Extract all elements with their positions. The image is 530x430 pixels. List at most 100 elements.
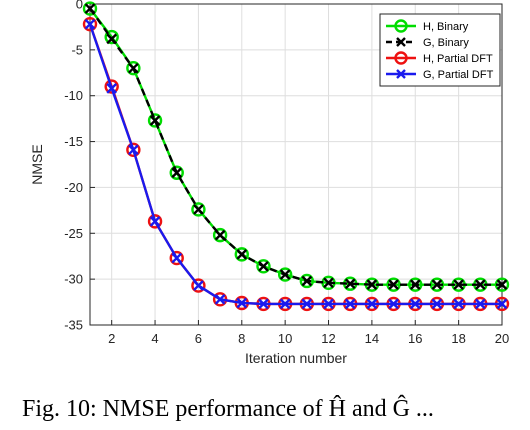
data-point [236,297,248,309]
series-line [88,23,502,306]
data-point [388,298,399,310]
data-point [126,60,141,76]
y-tick-label: 0 [76,0,83,12]
data-point [299,273,315,289]
legend: H, Binary G, Binary H, Partial DFT G, Parti… [379,13,501,87]
legend-item: H, Partial DFT [386,51,493,65]
y-tick-label: -10 [64,88,83,103]
figure-caption: Fig. 10: NMSE performance of Ĥ and Ĝ ... [22,396,434,422]
y-axis: 0 -5 -10 -15 -20 -25 -30 -35 [64,0,95,333]
x-tick-label: 20 [495,331,509,346]
data-point [147,113,163,128]
data-point [84,3,96,14]
data-point [82,1,98,16]
data-point [236,249,248,260]
data-point [149,216,161,227]
data-point [258,298,269,310]
legend-label: G, Partial DFT [423,69,494,81]
data-point [191,278,206,293]
data-point [82,16,98,32]
data-point [496,279,508,290]
data-point [494,277,510,292]
legend-label: H, Binary [423,21,469,33]
x-tick-label: 4 [151,331,158,346]
y-tick-label: -35 [64,318,83,333]
data-point [214,229,226,241]
series-layer [82,1,510,312]
x-tick-label: 16 [408,331,422,346]
y-tick-label: -20 [64,180,83,195]
y-tick-label: -15 [64,134,83,149]
data-point [277,267,293,282]
data-point [366,298,378,310]
data-point [388,279,399,290]
data-point [234,247,249,262]
data-point [128,62,139,74]
data-point [126,142,141,158]
x-tick-label: 18 [451,331,465,346]
x-tick-label: 14 [365,331,379,346]
data-point [169,165,184,180]
data-point [409,298,421,310]
data-point [301,275,313,287]
data-point [453,298,464,310]
x-tick-label: 6 [195,331,202,346]
y-tick-label: -25 [64,226,83,241]
plot-frame [89,3,503,326]
x-tick-label: 8 [238,331,245,346]
data-point [453,279,464,290]
data-point [394,19,408,33]
data-point [171,252,183,264]
x-axis: 2 4 6 8 10 12 14 16 18 20 [108,320,509,346]
data-point [169,250,184,266]
y-axis-label: NMSE [29,144,45,184]
data-point [147,214,163,229]
data-point [344,298,356,310]
data-point [409,279,421,290]
data-point [212,227,228,243]
data-point [474,298,486,310]
legend-item: G, Partial DFT [386,69,494,81]
data-point [408,277,423,292]
data-point [279,298,291,310]
data-point [396,69,406,79]
data-point [279,269,291,280]
data-point [106,83,118,94]
series-line [89,7,502,286]
data-point [104,29,119,45]
data-point [396,37,406,47]
data-point [366,279,378,290]
data-point [149,115,161,126]
data-point [256,259,271,274]
y-tick-label: -30 [64,272,83,287]
data-point [431,279,443,290]
legend-label: H, Partial DFT [423,53,493,65]
data-point [104,79,119,94]
data-point [323,277,334,289]
x-tick-label: 12 [321,331,335,346]
legend-item: H, Binary [386,19,469,33]
data-point [128,144,139,156]
data-point [386,277,401,292]
series-g-partial-dft [84,18,508,310]
data-point [474,279,486,290]
data-point [258,260,269,272]
data-point [193,280,204,291]
data-point [496,298,508,310]
series-g-binary [84,3,508,290]
data-point [344,278,356,290]
data-point [171,167,183,179]
data-point [301,298,313,310]
x-tick-label: 10 [278,331,292,346]
x-tick-label: 2 [108,331,115,346]
data-point [431,298,443,310]
data-point [394,51,408,65]
data-point [214,293,226,305]
data-point [191,202,206,217]
data-point [323,298,334,310]
y-tick-label: -5 [71,42,83,57]
data-point [84,18,96,30]
legend-item: G, Binary [386,37,469,49]
data-point [193,204,204,215]
